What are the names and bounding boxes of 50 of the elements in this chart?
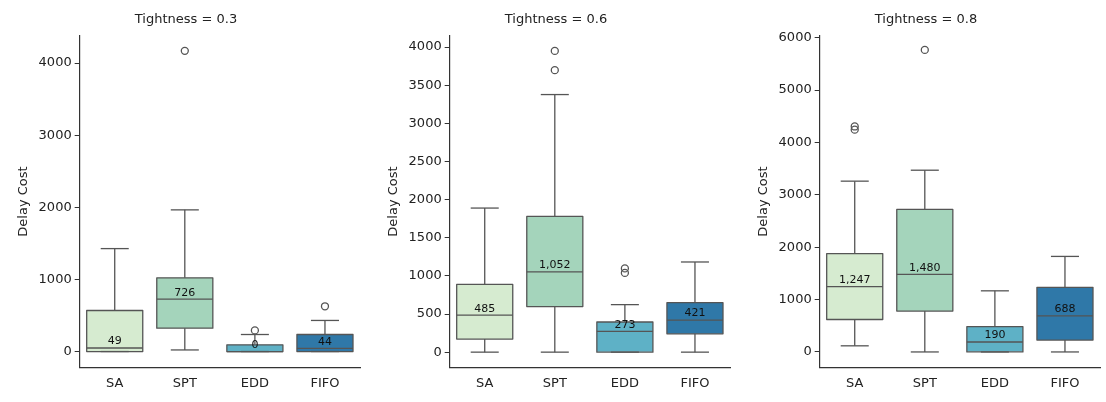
chart-title: Tightness = 0.6 <box>503 11 608 27</box>
y-tick-label: 3000 <box>778 186 812 202</box>
text: 688 <box>1054 302 1076 316</box>
y-tick-label: 0 <box>63 342 72 358</box>
y-tick-label: 0 <box>433 343 442 359</box>
text: 273 <box>614 317 636 331</box>
y-tick-label: 1000 <box>778 290 812 306</box>
x-tick-label: SA <box>106 374 124 390</box>
text: 1,052 <box>539 258 571 272</box>
y-tick-label: 1000 <box>38 270 72 286</box>
y-tick-label: 2000 <box>38 198 72 214</box>
y-tick-label: 2500 <box>408 152 442 168</box>
x-tick-label: SPT <box>912 374 937 390</box>
y-axis-title: Delay Cost <box>15 166 31 237</box>
y-tick-label: 500 <box>416 305 442 321</box>
y-tick-label: 3500 <box>408 76 442 92</box>
x-tick-label: SPT <box>172 374 197 390</box>
y-tick-label: 4000 <box>408 38 442 54</box>
y-axis-title: Delay Cost <box>755 166 771 237</box>
x-tick-label: SA <box>476 374 494 390</box>
x-tick-label: FIFO <box>310 374 340 390</box>
text: 190 <box>984 328 1006 342</box>
chart-title: Tightness = 0.8 <box>873 11 978 27</box>
text: 726 <box>174 285 196 299</box>
y-tick-label: 4000 <box>778 133 812 149</box>
y-tick-label: 3000 <box>408 114 442 130</box>
y-tick-label: 5000 <box>778 81 812 97</box>
text: 44 <box>317 334 332 348</box>
y-tick-label: 3000 <box>38 126 72 142</box>
y-tick-label: 2000 <box>408 190 442 206</box>
x-tick-label: EDD <box>980 374 1009 390</box>
text: 485 <box>474 301 496 315</box>
y-axis-title: Delay Cost <box>385 166 401 237</box>
chart-title: Tightness = 0.3 <box>133 11 238 27</box>
x-tick-label: EDD <box>240 374 269 390</box>
y-tick-label: 4000 <box>38 54 72 70</box>
y-tick-label: 1000 <box>408 267 442 283</box>
text: 1,247 <box>838 273 871 286</box>
text: 1,480 <box>909 260 941 274</box>
x-tick-label: EDD <box>610 374 639 390</box>
x-tick-label: FIFO <box>1050 374 1080 390</box>
y-tick-label: 2000 <box>778 238 812 254</box>
y-tick-label: 1500 <box>408 229 442 245</box>
text: 49 <box>107 334 122 348</box>
x-tick-label: SPT <box>542 374 567 390</box>
y-tick-label: 6000 <box>778 29 812 45</box>
x-tick-label: SA <box>846 374 864 390</box>
y-tick-label: 0 <box>803 343 812 359</box>
x-tick-label: FIFO <box>680 374 710 390</box>
text: 421 <box>684 306 706 320</box>
